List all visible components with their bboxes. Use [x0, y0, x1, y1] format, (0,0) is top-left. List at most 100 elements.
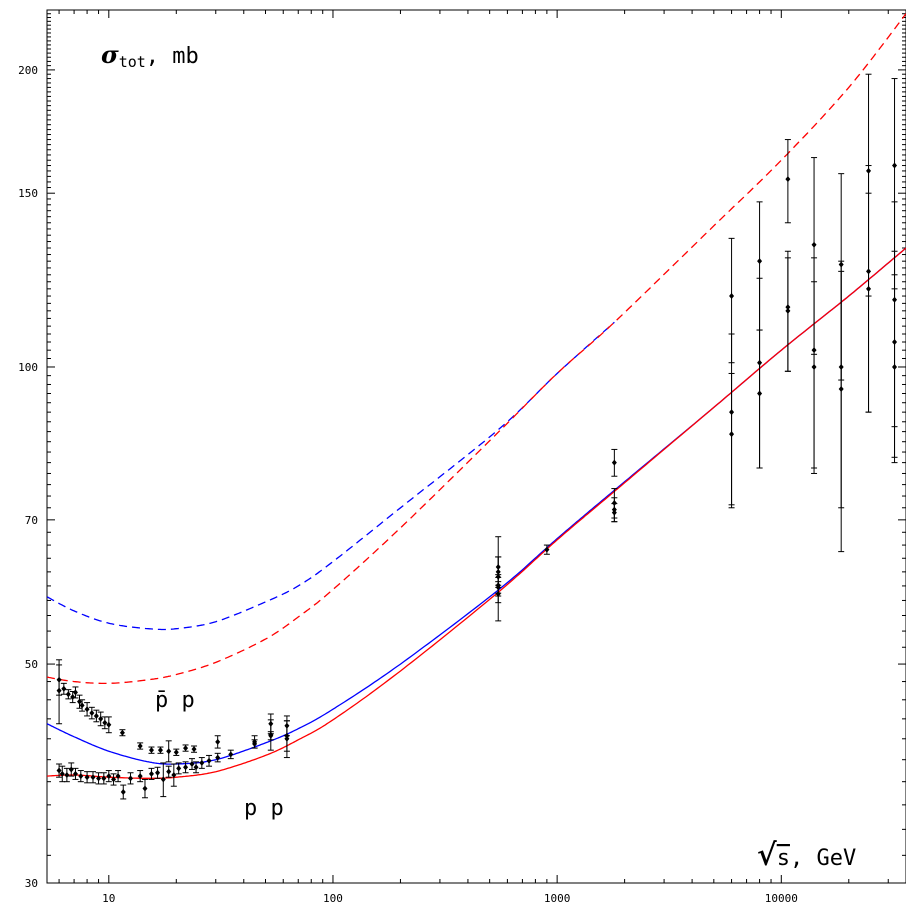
- data-point: [215, 754, 221, 761]
- data-point: [148, 747, 154, 754]
- y-tick-label: 30: [25, 877, 38, 890]
- annotation-p-p: p p: [244, 796, 284, 821]
- y-axis-title: σtot, mb: [101, 40, 199, 71]
- data-point: [128, 775, 134, 782]
- data-point: [611, 459, 617, 466]
- data-point: [137, 773, 143, 780]
- data-point: [268, 732, 274, 739]
- data-point: [892, 162, 898, 169]
- x-tick-label: 1000: [544, 892, 571, 905]
- data-point: [206, 757, 212, 764]
- data-point: [252, 740, 258, 747]
- data-point: [56, 687, 62, 694]
- data-point: [284, 735, 290, 742]
- fit-curves: [46, 13, 906, 779]
- data-point: [611, 509, 617, 516]
- solid-fit-curve: [46, 247, 906, 765]
- data-point: [72, 770, 78, 777]
- data-point: [811, 241, 817, 248]
- data-point: [160, 776, 166, 783]
- data-point: [59, 770, 65, 777]
- data-point: [193, 764, 199, 771]
- data-point: [115, 773, 121, 780]
- data-point: [142, 785, 148, 792]
- data-point: [56, 767, 62, 774]
- x-tick-label: 100: [323, 892, 343, 905]
- data-point: [137, 742, 143, 749]
- y-axis-title-symbol: σ: [101, 40, 119, 69]
- solid-fit-curve: [47, 247, 906, 779]
- data-point: [176, 765, 182, 772]
- data-point: [79, 702, 85, 709]
- data-point: [866, 285, 872, 292]
- y-tick-label: 100: [18, 361, 38, 374]
- data-point: [148, 770, 154, 777]
- data-point: [183, 745, 189, 752]
- data-point: [102, 719, 108, 726]
- data-point: [84, 706, 90, 713]
- data-point: [189, 761, 195, 768]
- y-axis-ticks: 30 50 70 100 150 200: [18, 9, 906, 890]
- data-point: [96, 775, 102, 782]
- data-point: [191, 746, 197, 753]
- data-point: [93, 712, 99, 719]
- data-point: [729, 293, 735, 300]
- data-point: [838, 385, 844, 392]
- data-point: [166, 768, 172, 775]
- x-axis-ticks: 10 100 1000 10000: [58, 10, 889, 905]
- y-tick-label: 200: [18, 64, 38, 77]
- data-point: [65, 691, 71, 698]
- y-axis-title-unit: , mb: [146, 44, 199, 69]
- data-point: [729, 431, 735, 438]
- data-point: [155, 769, 161, 776]
- data-points: [56, 73, 898, 800]
- y-tick-label: 70: [25, 514, 38, 527]
- annotation-pbar-p: p̄ p: [155, 688, 195, 713]
- data-point: [171, 771, 177, 778]
- y-tick-label: 50: [25, 658, 38, 671]
- x-axis-title: √s, GeV: [757, 838, 856, 873]
- data-point: [173, 749, 179, 756]
- data-point: [811, 363, 817, 370]
- data-point: [215, 738, 221, 745]
- x-tick-label: 10000: [765, 892, 798, 905]
- data-point: [757, 258, 763, 265]
- data-point: [72, 689, 78, 696]
- data-point: [268, 720, 274, 727]
- data-point: [157, 747, 163, 754]
- data-point: [68, 766, 74, 773]
- data-point: [183, 764, 189, 771]
- data-point: [89, 710, 95, 717]
- y-axis-title-subscript: tot: [119, 53, 146, 71]
- data-point: [199, 759, 205, 766]
- data-point: [228, 751, 234, 758]
- x-axis-title-radical: √: [757, 838, 777, 873]
- data-point: [84, 774, 90, 781]
- dashed-fit-curve: [46, 321, 615, 631]
- x-tick-label: 10: [102, 892, 115, 905]
- data-point: [64, 771, 70, 778]
- data-point: [70, 694, 76, 701]
- dashed-fit-curve: [46, 13, 906, 685]
- data-point: [892, 363, 898, 370]
- data-point: [495, 573, 501, 580]
- data-point: [785, 176, 791, 183]
- data-point: [785, 307, 791, 314]
- y-tick-label: 150: [18, 187, 38, 200]
- data-point: [106, 721, 112, 728]
- data-point: [166, 748, 172, 755]
- data-point: [119, 729, 125, 736]
- data-point: [544, 546, 550, 553]
- data-point: [757, 390, 763, 397]
- data-point: [61, 685, 67, 692]
- data-point: [90, 774, 96, 781]
- x-axis-title-var: s: [777, 846, 790, 871]
- data-point: [111, 776, 117, 783]
- data-point: [120, 788, 126, 795]
- x-axis-title-unit: , GeV: [790, 846, 856, 871]
- data-point: [106, 773, 112, 780]
- data-point: [78, 773, 84, 780]
- plot-frame: [46, 9, 906, 884]
- data-point: [101, 775, 107, 782]
